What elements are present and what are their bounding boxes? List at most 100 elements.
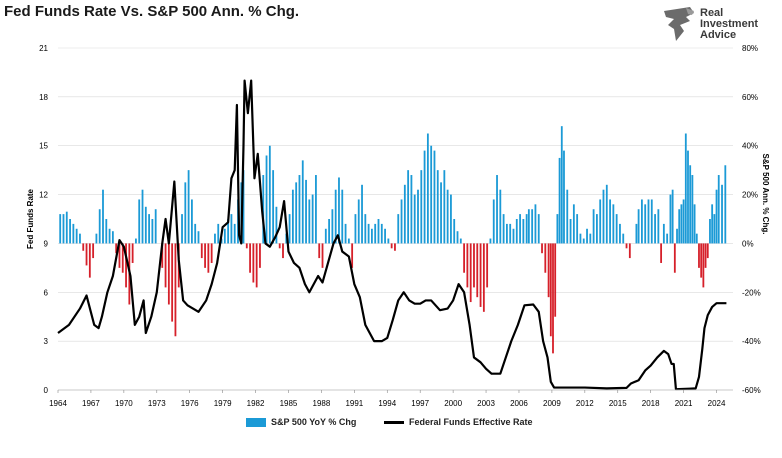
brand-line-1: Real [700,7,724,19]
sp500-bar [315,175,317,244]
sp500-bar [115,243,118,254]
sp500-bar [417,189,419,244]
y-right-tick-label: -60% [742,386,761,395]
sp500-bar [105,219,108,244]
sp500-bar [92,243,95,259]
sp500-bar [217,223,220,244]
y-left-tick-label: 21 [39,44,48,53]
sp500-bar [167,243,170,305]
sp500-bar [164,243,167,288]
sp500-bar [436,170,439,244]
sp500-bar [502,214,505,244]
sp500-bar [704,243,707,268]
sp500-bar [657,209,660,244]
sp500-bar [371,228,373,244]
sp500-bar [210,243,213,263]
sp500-bar [245,243,248,249]
sp500-bar [324,228,327,244]
sp500-bar [459,238,462,244]
y-left-tick-label: 12 [39,191,48,200]
sp500-bar [492,199,495,244]
legend-swatch-bar [246,417,266,427]
sp500-bar [556,214,559,244]
sp500-bar [662,223,665,244]
sp500-bar [469,243,472,303]
sp500-bar [566,189,569,244]
x-tick-label: 2021 [675,399,693,408]
sp500-bar [400,199,403,244]
sp500-bar [98,209,101,244]
x-tick-label: 1976 [181,399,199,408]
sp500-bar [671,189,674,244]
fed-funds-line [57,79,727,391]
sp500-bar [171,243,174,322]
sp500-bars [59,126,727,354]
sp500-bar [249,243,251,273]
sp500-bar [689,165,692,244]
sp500-bar [695,233,698,244]
sp500-bar [151,219,154,244]
sp500-bar [298,175,301,244]
y-left-tick-label: 3 [44,337,49,346]
y-right-tick-label: 40% [742,142,758,151]
sp500-bar [647,199,650,244]
sp500-bar [619,223,621,244]
sp500-bar [706,243,709,259]
x-tick-label: 1994 [378,399,396,408]
x-tick-label: 2006 [510,399,528,408]
sp500-bar [450,194,452,244]
sp500-bar [678,209,681,244]
y-right-tick-label: 80% [742,44,758,53]
sp500-bar [255,243,258,288]
sp500-bar [453,219,456,244]
sp500-bar [384,228,386,244]
sp500-bar [499,189,502,244]
x-tick-label: 2024 [708,399,726,408]
sp500-bar [506,223,508,244]
sp500-bar [466,243,469,288]
sp500-bar [635,223,638,244]
x-tick-label: 2015 [609,399,627,408]
sp500-bar [111,231,114,244]
sp500-bar [589,233,592,244]
sp500-bar [207,243,210,273]
sp500-bar [666,233,669,244]
sp500-bar [698,243,700,268]
sp500-bar [374,223,377,244]
sp500-bar [673,243,676,273]
sp500-bar [599,199,602,244]
sp500-bar [65,211,68,244]
sp500-bar [682,199,685,244]
sp500-bar [413,194,416,244]
gridlines [58,47,733,391]
brand-logo: Real Investment Advice [660,5,772,45]
x-tick-label: 1997 [411,399,429,408]
sp500-bar [711,204,714,244]
sp500-bar [118,243,121,268]
x-tick-label: 2000 [444,399,462,408]
sp500-bar [259,243,261,268]
sp500-bar [560,126,563,244]
sp500-bar [275,206,278,244]
sp500-bar [397,214,400,244]
sp500-bar [693,204,696,244]
sp500-bar [321,243,324,268]
sp500-bar [82,243,85,251]
sp500-bar [161,243,164,268]
sp500-bar [351,243,354,268]
sp500-bar [72,223,75,244]
sp500-bar [223,228,226,244]
sp500-bar [473,243,475,288]
sp500-bar [541,243,543,254]
sp500-bar [278,243,281,249]
y-right-tick-label: 20% [742,191,758,200]
sp500-bar [558,157,561,244]
sp500-bar [272,170,275,244]
sp500-bar [522,219,525,244]
sp500-bar [338,177,340,244]
x-tick-label: 1988 [313,399,331,408]
sp500-bar [669,194,672,244]
sp500-bar [367,223,370,244]
sp500-bar [347,238,350,244]
